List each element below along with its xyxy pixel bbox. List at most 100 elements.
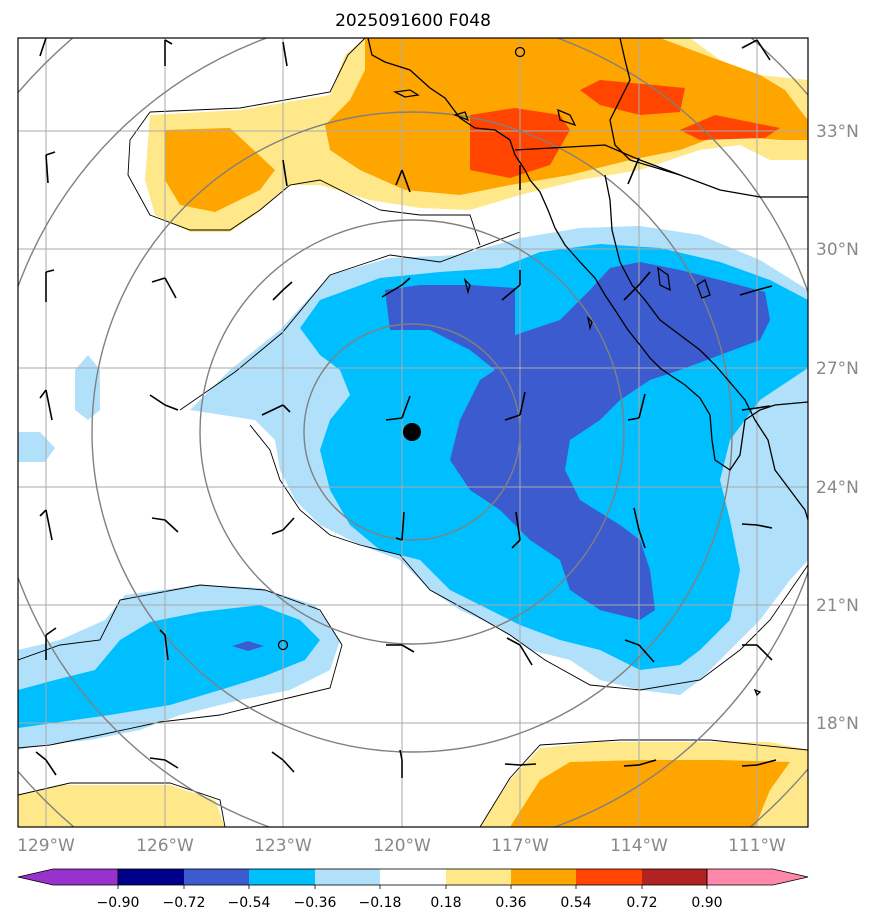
wind-barb <box>501 270 521 301</box>
coastline-islands <box>392 89 762 697</box>
wind-barb <box>506 637 533 666</box>
border-us-mexico <box>514 144 681 176</box>
wind-barb <box>151 517 179 533</box>
range-ring-2 <box>199 219 625 645</box>
lon-label: 126°W <box>136 836 194 856</box>
island-marker-north <box>514 46 526 58</box>
negative-region-main-dark <box>385 262 770 620</box>
colorbar-segment <box>446 869 511 885</box>
colorbar-segment <box>249 869 315 885</box>
lon-label: 129°W <box>17 836 75 856</box>
wind-barb <box>151 277 177 299</box>
lon-label: 117°W <box>491 836 549 856</box>
wind-barb <box>627 393 646 421</box>
range-ring-3 <box>91 111 733 753</box>
contour-lines <box>18 38 808 827</box>
lon-label: 120°W <box>373 836 431 856</box>
wind-barb <box>271 517 295 535</box>
wind-barb <box>504 763 537 766</box>
map-frame <box>17 37 809 828</box>
contour-sw <box>18 584 343 749</box>
wind-barb <box>39 38 47 57</box>
wind-barb <box>159 629 169 661</box>
lat-label: 33°N <box>816 122 859 142</box>
wind-barb <box>272 281 293 301</box>
wind-barb <box>627 157 640 185</box>
lat-label: 30°N <box>816 240 859 260</box>
colorbar-tick-label: 0.72 <box>626 895 657 911</box>
contour-main-south <box>249 424 808 691</box>
positive-region-north-dark <box>470 80 780 178</box>
lat-label: 24°N <box>816 478 859 498</box>
wind-barb <box>504 391 526 421</box>
wind-barb <box>624 639 655 663</box>
wind-barb <box>741 405 771 411</box>
colorbar-tick-label: −0.54 <box>228 895 271 911</box>
contour-north <box>149 38 366 113</box>
wind-barb <box>395 169 411 193</box>
wind-barb <box>271 751 295 773</box>
range-ring-1 <box>303 323 521 541</box>
island-marker-southwest <box>277 639 289 651</box>
coastlines <box>277 38 808 697</box>
wind-barb <box>282 41 288 67</box>
lon-label: 123°W <box>254 836 312 856</box>
colorbar-ticks <box>117 885 708 889</box>
colorbar-segment <box>511 869 576 885</box>
lon-label: 114°W <box>610 836 668 856</box>
lat-label: 27°N <box>816 359 859 379</box>
colorbar-tick-label: 0.90 <box>691 895 722 911</box>
shaded-fields <box>18 38 808 827</box>
colorbar-tick-label: 0.18 <box>430 895 461 911</box>
storm-center-marker <box>403 423 421 441</box>
wind-barbs <box>35 38 777 778</box>
wind-barb <box>739 285 773 296</box>
wind-barb <box>741 759 777 767</box>
wind-barb <box>399 749 403 778</box>
wind-barb <box>282 159 288 187</box>
lat-label: 21°N <box>816 596 859 616</box>
wind-barb <box>742 644 773 661</box>
colorbar-segment <box>380 869 446 885</box>
wind-barb <box>164 39 173 66</box>
wind-barb <box>623 271 651 301</box>
colorbar-tick-label: −0.90 <box>97 895 140 911</box>
negative-region-sw-mid <box>18 605 320 728</box>
colorbar-outline <box>117 868 708 886</box>
wind-barb <box>45 627 57 660</box>
colorbar-tick-label: −0.18 <box>359 895 402 911</box>
wind-barb <box>149 394 179 411</box>
colorbar-segment <box>315 869 380 885</box>
colorbar-extend-min <box>17 868 119 886</box>
wind-barb <box>39 509 53 541</box>
colorbar-segment <box>642 869 707 885</box>
contour-south-east <box>479 739 808 827</box>
wind-barb <box>741 39 771 61</box>
coastline-california <box>367 38 808 471</box>
wind-barb <box>45 269 55 302</box>
wind-barb <box>45 151 56 184</box>
wind-barb <box>39 389 53 421</box>
figure-title: 2025091600 F048 <box>335 11 491 31</box>
colorbar-tick-label: −0.72 <box>163 895 206 911</box>
wind-barb <box>623 759 657 767</box>
wind-barb <box>261 404 291 416</box>
wind-barb <box>386 644 415 653</box>
colorbar-segment <box>118 869 184 885</box>
wind-barb <box>381 277 411 298</box>
coastline-baja-gulf <box>604 174 808 521</box>
contour-main <box>179 231 521 411</box>
colorbar: −0.90 −0.72 −0.54 −0.36 −0.18 0.18 0.36 … <box>17 868 809 911</box>
latitude-labels: 33°N 30°N 27°N 24°N 21°N 18°N <box>816 122 859 734</box>
positive-region-south-mid <box>510 760 790 827</box>
colorbar-tick-label: 0.54 <box>560 895 591 911</box>
colorbar-tick-label: 0.36 <box>495 895 526 911</box>
longitude-labels: 129°W 126°W 123°W 120°W 117°W 114°W 111°… <box>17 836 786 856</box>
negative-region-sw-dark <box>232 641 264 651</box>
wind-barb <box>395 511 405 541</box>
colorbar-segment <box>576 869 642 885</box>
colorbar-tick-label: −0.36 <box>294 895 337 911</box>
